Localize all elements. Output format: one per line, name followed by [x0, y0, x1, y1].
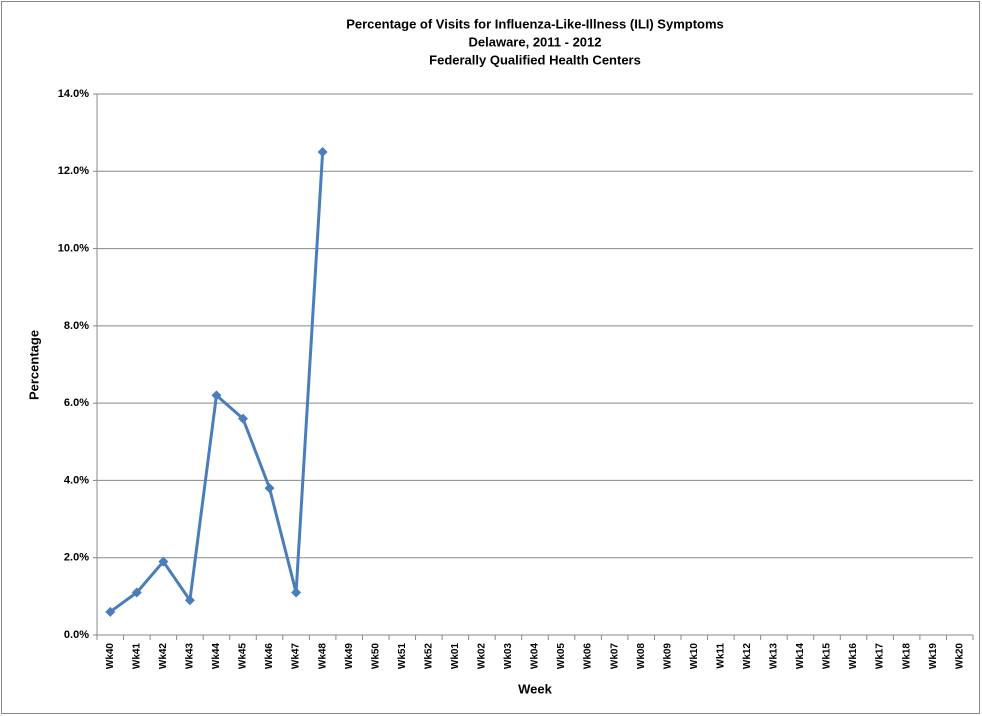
x-tick-label: Wk04: [530, 643, 541, 670]
chart-subtitle: Federally Qualified Health Centers: [429, 52, 641, 67]
marker: [105, 606, 116, 617]
chart-title: Percentage of Visits for Influenza-Like-…: [346, 16, 724, 31]
x-tick-label: Wk47: [291, 643, 302, 670]
y-tick-label: 12.0%: [58, 165, 89, 177]
x-tick-label: Wk17: [875, 643, 886, 670]
y-tick-label: 0.0%: [64, 629, 89, 641]
x-tick-label: Wk15: [822, 643, 833, 670]
x-tick-label: Wk46: [264, 643, 275, 670]
x-tick-label: Wk02: [477, 643, 488, 670]
marker: [264, 483, 275, 494]
marker: [158, 556, 169, 567]
x-tick-label: Wk10: [689, 643, 700, 670]
x-tick-label: Wk20: [954, 643, 965, 670]
chart-subtitle: Delaware, 2011 - 2012: [469, 34, 602, 49]
x-tick-label: Wk16: [848, 643, 859, 670]
x-tick-label: Wk48: [317, 643, 328, 670]
x-tick-label: Wk49: [344, 643, 355, 670]
y-tick-label: 6.0%: [64, 397, 89, 409]
x-tick-label: Wk09: [662, 643, 673, 670]
marker: [291, 587, 302, 598]
marker: [211, 390, 222, 401]
y-axis-label: Percentage: [26, 330, 41, 400]
x-tick-label: Wk13: [769, 643, 780, 670]
x-tick-label: Wk52: [423, 643, 434, 670]
marker: [184, 595, 195, 606]
x-tick-label: Wk11: [715, 643, 726, 669]
x-tick-label: Wk51: [397, 643, 408, 670]
x-tick-label: Wk19: [928, 643, 939, 670]
x-tick-label: Wk14: [795, 643, 806, 670]
y-tick-label: 8.0%: [64, 320, 89, 332]
x-tick-label: Wk42: [158, 643, 169, 670]
x-tick-label: Wk03: [503, 643, 514, 670]
marker: [131, 587, 142, 598]
x-tick-label: Wk05: [556, 643, 567, 670]
x-axis-label: Week: [518, 681, 552, 696]
x-tick-label: Wk01: [450, 643, 461, 670]
y-tick-label: 2.0%: [64, 552, 89, 564]
x-tick-label: Wk45: [238, 643, 249, 670]
x-tick-label: Wk12: [742, 643, 753, 670]
x-tick-label: Wk44: [211, 643, 222, 670]
marker: [317, 146, 328, 157]
x-tick-label: Wk40: [105, 643, 116, 670]
y-tick-label: 4.0%: [64, 474, 89, 486]
marker: [238, 413, 248, 424]
y-tick-label: 10.0%: [58, 242, 89, 254]
x-tick-label: Wk43: [185, 643, 196, 670]
y-tick-label: 14.0%: [58, 88, 89, 100]
x-tick-label: Wk08: [636, 643, 647, 670]
x-tick-label: Wk06: [583, 643, 594, 670]
x-tick-label: Wk07: [609, 643, 620, 670]
x-tick-label: Wk41: [131, 643, 142, 670]
x-tick-label: Wk50: [370, 643, 381, 670]
x-tick-label: Wk18: [901, 643, 912, 670]
